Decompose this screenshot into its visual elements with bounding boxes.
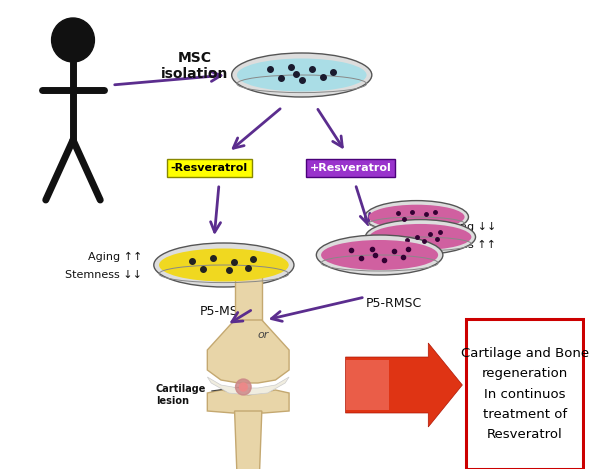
- Polygon shape: [207, 390, 289, 413]
- Ellipse shape: [368, 204, 465, 229]
- Polygon shape: [207, 320, 289, 383]
- Text: or: or: [257, 330, 269, 340]
- Text: Stemness ↑↑: Stemness ↑↑: [419, 240, 496, 250]
- Text: P5-MSC: P5-MSC: [200, 305, 248, 318]
- Text: MSC: MSC: [178, 51, 212, 65]
- Text: Cartilage and Bone
regeneration
In continuos
treatment of
Resveratrol: Cartilage and Bone regeneration In conti…: [460, 348, 589, 440]
- Text: +Resveratrol: +Resveratrol: [310, 163, 391, 173]
- Ellipse shape: [370, 224, 471, 250]
- Text: P5-RMSC: P5-RMSC: [366, 297, 423, 310]
- Polygon shape: [234, 255, 262, 325]
- Polygon shape: [346, 360, 389, 410]
- Polygon shape: [207, 377, 289, 395]
- Polygon shape: [346, 343, 462, 427]
- Circle shape: [236, 379, 251, 395]
- Ellipse shape: [365, 219, 475, 254]
- Text: Cartilage
lesion: Cartilage lesion: [156, 384, 239, 406]
- Text: Aging ↑↑: Aging ↑↑: [88, 252, 142, 262]
- FancyBboxPatch shape: [466, 319, 583, 469]
- Ellipse shape: [154, 243, 294, 287]
- Ellipse shape: [316, 235, 443, 275]
- Ellipse shape: [237, 59, 367, 91]
- Text: -Resveratrol: -Resveratrol: [171, 163, 248, 173]
- Text: Stemness ↓↓: Stemness ↓↓: [65, 270, 142, 280]
- Ellipse shape: [321, 240, 438, 270]
- Text: Aging ↓↓: Aging ↓↓: [442, 222, 496, 232]
- Circle shape: [52, 18, 94, 62]
- Ellipse shape: [159, 249, 288, 281]
- Ellipse shape: [365, 201, 468, 234]
- Circle shape: [239, 383, 247, 391]
- Polygon shape: [234, 411, 262, 469]
- Text: isolation: isolation: [161, 67, 228, 81]
- Ellipse shape: [231, 53, 372, 97]
